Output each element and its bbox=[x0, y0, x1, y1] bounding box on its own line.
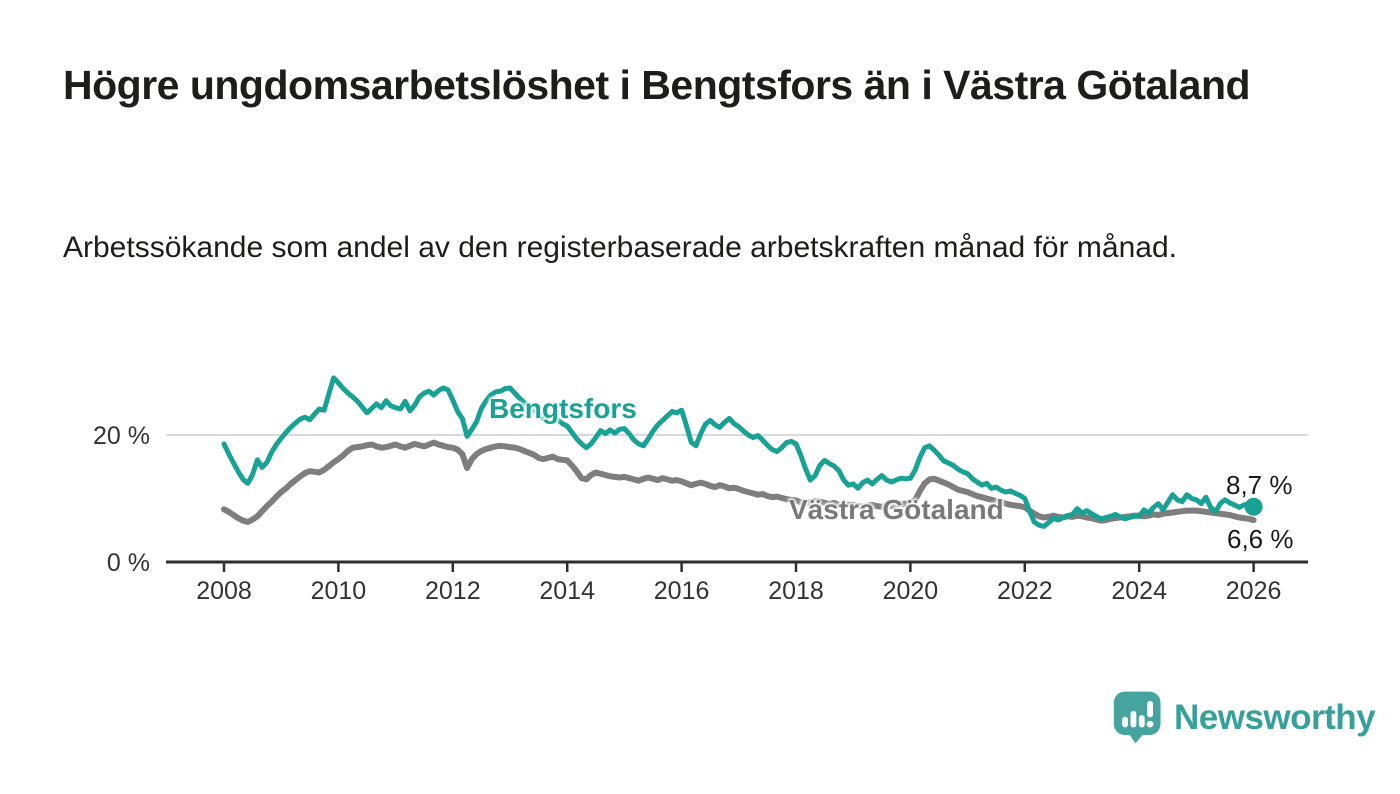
newsworthy-logo: Newsworthy bbox=[1113, 686, 1376, 749]
x-tick-label: 2020 bbox=[883, 577, 939, 605]
x-tick-label: 2008 bbox=[196, 577, 252, 605]
series-label-vastra-gotaland: Västra Götaland bbox=[789, 494, 1004, 525]
series-line-vastra-gotaland bbox=[221, 439, 1257, 525]
end-value-label-bengtsfors: 8,7 % bbox=[1226, 470, 1293, 500]
x-tick-label: 2018 bbox=[768, 577, 824, 605]
newsworthy-bubble-chart-icon bbox=[1113, 691, 1161, 744]
x-tick-label: 2014 bbox=[539, 577, 595, 605]
series-line-bengtsfors bbox=[221, 375, 1257, 529]
x-tick-label: 2022 bbox=[997, 577, 1053, 605]
end-value-label-vastra-gotaland: 6,6 % bbox=[1227, 524, 1294, 554]
x-tick-label: 2010 bbox=[311, 577, 367, 605]
x-tick-label: 2024 bbox=[1111, 577, 1167, 605]
page-title: Högre ungdomsarbetslöshet i Bengtsfors ä… bbox=[63, 62, 1251, 108]
page-subtitle: Arbetssökande som andel av den registerb… bbox=[63, 231, 1177, 264]
x-tick-label: 2016 bbox=[654, 577, 710, 605]
x-tick-label: 2012 bbox=[425, 577, 481, 605]
y-tick-label: 20 % bbox=[93, 422, 150, 450]
y-tick-label: 0 % bbox=[107, 549, 150, 577]
x-tick-label: 2026 bbox=[1226, 577, 1282, 605]
series-end-dot bbox=[1244, 497, 1263, 516]
newsworthy-wordmark: Newsworthy bbox=[1174, 697, 1376, 737]
series-label-bengtsfors: Bengtsfors bbox=[489, 393, 637, 424]
